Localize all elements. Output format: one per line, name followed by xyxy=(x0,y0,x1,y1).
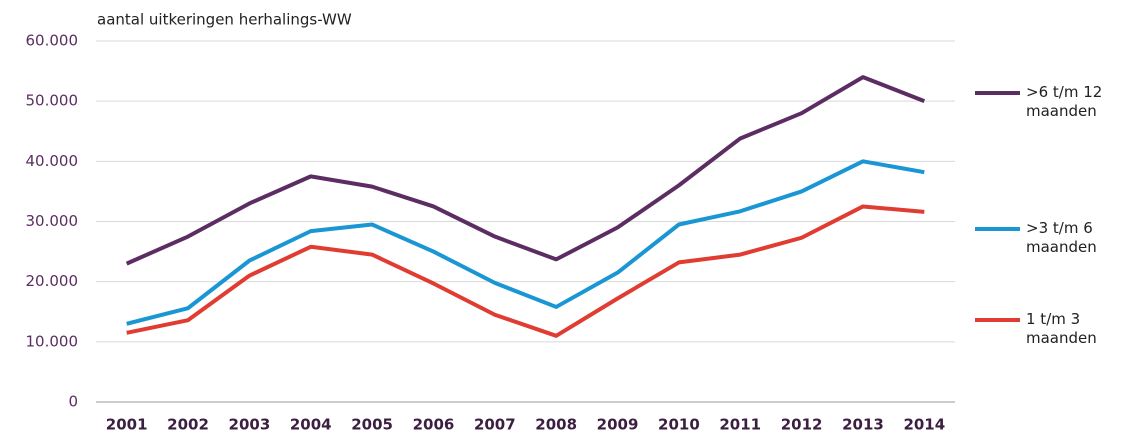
x-tick-label: 2004 xyxy=(290,416,332,434)
x-tick-label: 2007 xyxy=(474,416,516,434)
x-tick-label: 2006 xyxy=(413,416,455,434)
y-tick-label: 30.000 xyxy=(26,212,79,230)
x-tick-label: 2005 xyxy=(351,416,393,434)
x-tick-label: 2012 xyxy=(781,416,823,434)
x-tick-label: 2008 xyxy=(535,416,577,434)
y-tick-label: 50.000 xyxy=(26,92,79,110)
x-tick-label: 2010 xyxy=(658,416,700,434)
x-tick-label: 2013 xyxy=(842,416,884,434)
y-tick-label: 60.000 xyxy=(26,32,79,50)
series-line xyxy=(126,159,925,326)
legend-label: >3 t/m 6 maanden xyxy=(1026,219,1097,256)
series-line xyxy=(125,75,926,266)
chart-title: aantal uitkeringen herhalings-WW xyxy=(97,11,352,29)
y-tick-label: 10.000 xyxy=(26,332,79,350)
x-tick-label: 2014 xyxy=(903,416,945,434)
legend-label: >6 t/m 12 maanden xyxy=(1026,83,1103,120)
y-tick-label: 40.000 xyxy=(26,152,79,170)
series-line xyxy=(126,204,925,338)
x-tick-label: 2009 xyxy=(597,416,639,434)
x-tick-label: 2002 xyxy=(167,416,209,434)
y-tick-label: 0 xyxy=(68,393,78,411)
y-tick-label: 20.000 xyxy=(26,272,79,290)
x-tick-label: 2003 xyxy=(229,416,271,434)
x-tick-label: 2001 xyxy=(106,416,148,434)
legend-label: 1 t/m 3 maanden xyxy=(1026,310,1097,347)
x-tick-label: 2011 xyxy=(719,416,761,434)
